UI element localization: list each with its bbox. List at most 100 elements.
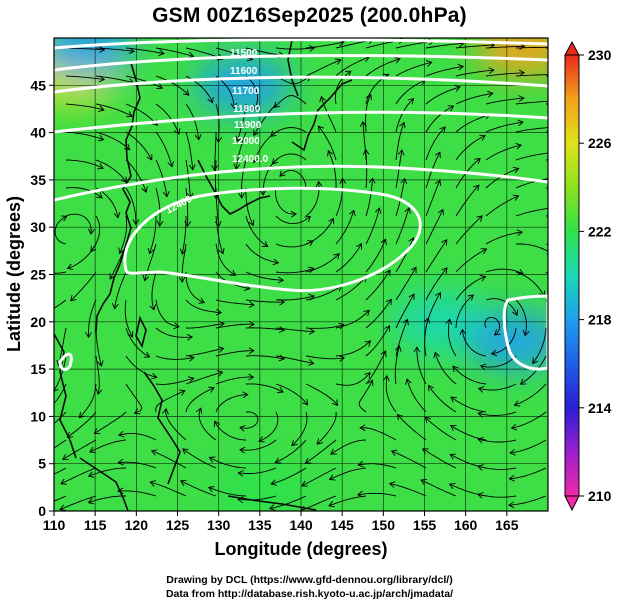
streamline bbox=[118, 461, 157, 469]
streamline-arrowhead bbox=[274, 457, 282, 464]
streamline bbox=[455, 69, 494, 77]
streamline-arrowhead bbox=[549, 72, 554, 78]
streamline bbox=[485, 45, 525, 49]
streamline-arrowhead bbox=[513, 400, 521, 407]
streamline-arrowhead bbox=[345, 70, 352, 77]
streamline-arrowhead bbox=[97, 163, 104, 170]
streamline bbox=[301, 467, 337, 487]
streamline-arrowhead bbox=[211, 165, 219, 172]
streamline-arrowhead bbox=[187, 376, 195, 383]
streamline-arrowhead bbox=[113, 212, 121, 219]
streamline-arrowhead bbox=[448, 483, 456, 490]
y-tick-label: 20 bbox=[30, 314, 46, 330]
streamline-arrowhead bbox=[308, 266, 315, 273]
streamline-arrowhead bbox=[270, 130, 277, 137]
streamline bbox=[455, 184, 480, 217]
streamline bbox=[269, 495, 307, 510]
streamline bbox=[532, 327, 547, 364]
streamline bbox=[89, 439, 127, 453]
streamline bbox=[245, 299, 285, 303]
streamline-arrowhead bbox=[473, 184, 480, 191]
streamline bbox=[214, 421, 247, 441]
y-axis-ticks: 0 5 10 15 20 25 30 35 40 45 bbox=[30, 77, 54, 519]
streamline bbox=[270, 127, 307, 137]
coastline-sakhalin bbox=[287, 39, 299, 97]
streamline bbox=[239, 411, 259, 429]
y-tick-label: 30 bbox=[30, 219, 46, 235]
streamline-arrowhead bbox=[454, 85, 461, 92]
streamline bbox=[125, 159, 147, 193]
streamline-arrowhead bbox=[97, 134, 105, 142]
streamline-arrowhead bbox=[278, 354, 286, 362]
height-contour bbox=[54, 53, 548, 72]
streamline-arrowhead bbox=[93, 428, 101, 434]
streamline bbox=[124, 299, 133, 338]
streamline-arrowhead bbox=[117, 458, 124, 466]
height-contour bbox=[54, 164, 548, 202]
streamline bbox=[520, 355, 547, 385]
streamline-arrowhead bbox=[235, 135, 243, 143]
streamline-arrowhead bbox=[532, 357, 539, 365]
streamline-arrowhead bbox=[477, 411, 484, 418]
streamline bbox=[114, 271, 127, 309]
streamline-arrowhead bbox=[151, 372, 158, 380]
map-chart: 11500116001170011800119001200012400.0124… bbox=[4, 37, 612, 559]
streamline-arrowhead bbox=[328, 217, 335, 225]
streamline-arrowhead bbox=[78, 411, 86, 419]
streamline-arrowhead bbox=[89, 446, 96, 453]
streamline-arrowhead bbox=[218, 247, 225, 255]
streamline bbox=[125, 47, 165, 55]
streamline bbox=[54, 271, 67, 274]
streamline bbox=[477, 493, 517, 498]
streamline-arrowhead bbox=[359, 424, 366, 432]
streamline-arrowhead bbox=[32, 260, 38, 266]
streamline-arrowhead bbox=[339, 177, 347, 184]
colorbar-ramp bbox=[564, 54, 580, 497]
streamline-arrowhead bbox=[179, 479, 187, 487]
streamline bbox=[215, 243, 236, 276]
streamline bbox=[237, 103, 247, 142]
streamline-arrowhead bbox=[259, 189, 267, 196]
streamline-arrowhead bbox=[96, 192, 103, 199]
streamline bbox=[305, 285, 342, 301]
streamline bbox=[395, 237, 414, 273]
streamline-arrowhead bbox=[380, 238, 387, 245]
streamline-arrowhead bbox=[579, 154, 584, 160]
streamline-arrowhead bbox=[518, 69, 526, 77]
streamline-arrowhead bbox=[150, 449, 158, 456]
streamline-arrowhead bbox=[167, 160, 174, 168]
streamline bbox=[461, 329, 487, 357]
streamline-arrowhead bbox=[277, 276, 285, 284]
streamline-arrowhead bbox=[364, 371, 371, 379]
streamline bbox=[422, 448, 457, 469]
streamline-arrowhead bbox=[195, 407, 203, 414]
streamline bbox=[391, 450, 427, 469]
contour-label: 11800 bbox=[233, 104, 261, 115]
streamline bbox=[365, 239, 387, 273]
streamline bbox=[215, 299, 255, 306]
streamline-arrowhead bbox=[188, 354, 195, 362]
streamline-arrowhead bbox=[408, 293, 415, 300]
streamline-arrowhead bbox=[380, 350, 387, 357]
streamline-arrowhead bbox=[433, 351, 440, 359]
streamline bbox=[165, 408, 187, 441]
streamline bbox=[95, 103, 133, 117]
streamline-arrowhead bbox=[54, 388, 59, 392]
streamline bbox=[515, 271, 545, 297]
streamline-arrowhead bbox=[549, 98, 554, 104]
streamline bbox=[180, 480, 217, 497]
streamline bbox=[478, 411, 517, 416]
streamline bbox=[155, 131, 173, 167]
streamline bbox=[515, 178, 548, 189]
contour-label: 11500 bbox=[230, 48, 258, 59]
streamline bbox=[155, 299, 180, 328]
streamline-arrowhead bbox=[422, 448, 429, 455]
streamline-arrowhead bbox=[549, 44, 554, 50]
y-tick-label: 45 bbox=[30, 77, 46, 93]
streamline bbox=[279, 169, 307, 189]
colorbar-max-arrow bbox=[564, 40, 580, 56]
streamline bbox=[245, 75, 258, 111]
x-tick-label: 160 bbox=[454, 517, 478, 533]
coastline-indochina bbox=[54, 333, 77, 459]
streamline bbox=[395, 293, 415, 329]
